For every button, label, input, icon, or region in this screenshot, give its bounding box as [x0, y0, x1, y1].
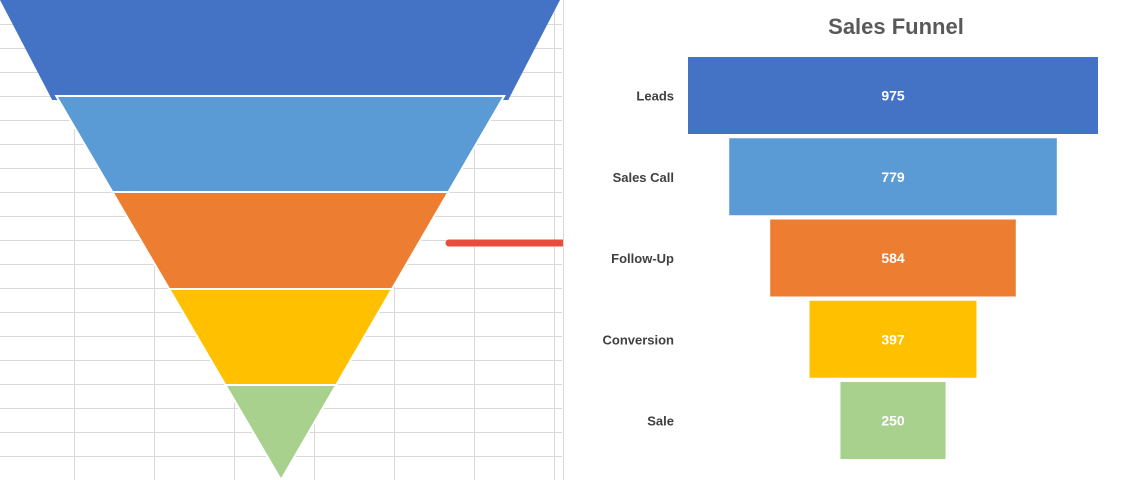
funnel-bar-conversion[interactable]	[809, 300, 977, 378]
funnel-layer-sale[interactable]	[223, 384, 338, 480]
category-label: Conversion	[602, 332, 674, 347]
funnel-chart-plot: Leads 975 Sales Call 779 Follow-Up 584 Convers…	[602, 57, 1098, 459]
funnel-shape-canvas	[0, 0, 562, 480]
data-label: 779	[881, 169, 905, 185]
funnel-layer-follow-up[interactable]	[110, 191, 451, 290]
data-label: 584	[881, 250, 905, 266]
chart-area[interactable]: Leads 975 Sales Call 779 Follow-Up 584 Convers…	[563, 0, 1141, 480]
data-label: 250	[881, 413, 905, 429]
category-label: Sales Call	[613, 170, 674, 185]
spreadsheet-area	[0, 0, 562, 480]
funnel-bar-sales-call[interactable]	[729, 138, 1057, 216]
data-label: 975	[881, 88, 905, 104]
funnel-layer-leads[interactable]	[0, 0, 560, 100]
chart-title: Sales Funnel	[828, 14, 964, 39]
funnel-bar-sale[interactable]	[840, 382, 946, 459]
category-label: Sale	[647, 414, 674, 429]
funnel-bar-follow-up[interactable]	[770, 219, 1016, 297]
funnel-layer-sales-call[interactable]	[54, 95, 506, 193]
funnel-bar-leads[interactable]	[688, 57, 1098, 134]
funnel-layer-conversion[interactable]	[167, 288, 394, 386]
category-label: Leads	[636, 89, 674, 104]
category-label: Follow-Up	[611, 251, 674, 266]
data-label: 397	[881, 331, 905, 347]
